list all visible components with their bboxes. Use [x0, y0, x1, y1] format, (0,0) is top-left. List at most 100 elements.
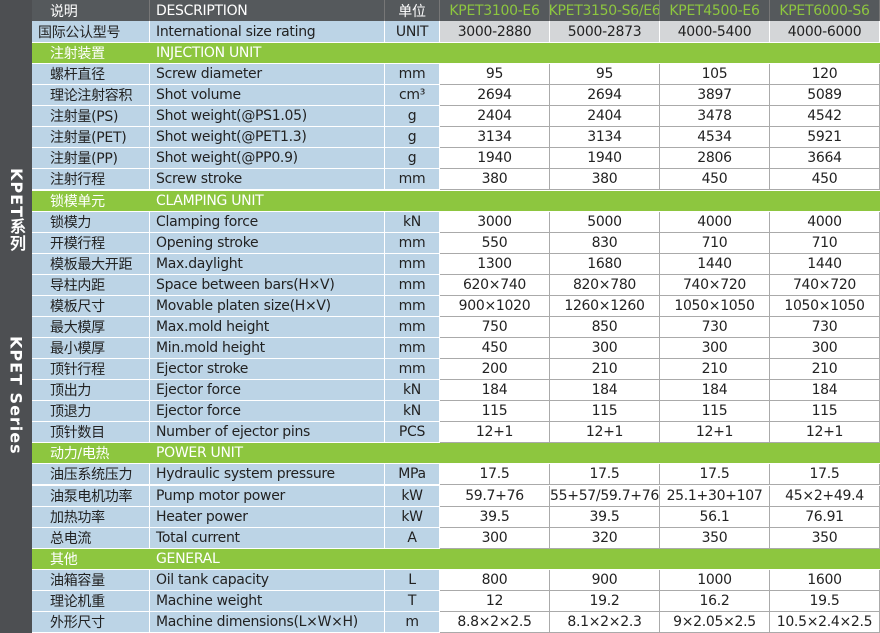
param-unit: kW [385, 506, 440, 528]
param-value: 350 [660, 527, 770, 549]
param-value: 115 [550, 401, 660, 423]
param-value: 39.5 [550, 506, 660, 528]
param-value: 5000 [550, 211, 660, 233]
param-value: 1680 [550, 253, 660, 275]
param-value: 2694 [440, 85, 550, 107]
param-value: 710 [660, 232, 770, 254]
param-cn: 顶退力 [32, 401, 150, 423]
param-unit: A [385, 527, 440, 549]
param-value: 740×720 [770, 274, 880, 296]
param-value: 120 [770, 64, 880, 86]
param-cn: 油泵电机功率 [32, 485, 150, 507]
model-name: KPET4500-E6 [660, 0, 770, 21]
param-value: 2404 [550, 106, 660, 128]
section-title-cn: 锁模单元 [32, 190, 150, 212]
param-value: 300 [550, 338, 660, 360]
param-en: Hydraulic system pressure [150, 464, 385, 486]
size-rating: 3000-2880 [440, 21, 550, 43]
param-value: 900×1020 [440, 295, 550, 317]
param-value: 750 [440, 316, 550, 338]
param-value: 300 [440, 527, 550, 549]
param-value: 1300 [440, 253, 550, 275]
param-value: 3897 [660, 85, 770, 107]
param-value: 12+1 [770, 422, 880, 444]
param-value: 76.91 [770, 506, 880, 528]
param-cn: 理论注射容积 [32, 85, 150, 107]
param-unit: m [385, 611, 440, 633]
param-value: 450 [660, 169, 770, 191]
param-value: 184 [770, 380, 880, 402]
param-en: Ejector force [150, 380, 385, 402]
param-value: 2404 [440, 106, 550, 128]
param-value: 5921 [770, 127, 880, 149]
param-cn: 顶出力 [32, 380, 150, 402]
param-value: 210 [660, 359, 770, 381]
param-value: 450 [770, 169, 880, 191]
param-cn: 注射量(PS) [32, 106, 150, 128]
param-en: Movable platen size(H×V) [150, 295, 385, 317]
param-value: 550 [440, 232, 550, 254]
param-value: 820×780 [550, 274, 660, 296]
param-cn: 理论机重 [32, 590, 150, 612]
side-title-en: KPET Series [6, 335, 26, 455]
size-en: International size rating [150, 21, 385, 43]
param-value: 25.1+30+107 [660, 485, 770, 507]
param-value: 710 [770, 232, 880, 254]
param-cn: 注射行程 [32, 169, 150, 191]
param-cn: 油箱容量 [32, 569, 150, 591]
param-en: Screw stroke [150, 169, 385, 191]
section-title-cn: 注射装置 [32, 43, 150, 65]
param-cn: 锁模力 [32, 211, 150, 233]
param-value: 19.2 [550, 590, 660, 612]
param-en: Max.mold height [150, 316, 385, 338]
param-en: Space between bars(H×V) [150, 274, 385, 296]
param-cn: 顶针行程 [32, 359, 150, 381]
param-value: 3000 [440, 211, 550, 233]
param-value: 95 [440, 64, 550, 86]
param-unit: L [385, 569, 440, 591]
param-unit: cm³ [385, 85, 440, 107]
param-en: Total current [150, 527, 385, 549]
section-title-cn: 动力/电热 [32, 443, 150, 465]
param-value: 115 [440, 401, 550, 423]
param-value: 1000 [660, 569, 770, 591]
param-cn: 顶针数目 [32, 422, 150, 444]
param-cn: 注射量(PET) [32, 127, 150, 149]
param-cn: 最小模厚 [32, 338, 150, 360]
param-value: 184 [550, 380, 660, 402]
param-value: 850 [550, 316, 660, 338]
param-unit: mm [385, 316, 440, 338]
param-value: 19.5 [770, 590, 880, 612]
param-en: Heater power [150, 506, 385, 528]
param-en: Ejector force [150, 401, 385, 423]
param-unit: mm [385, 64, 440, 86]
section-title-en: INJECTION UNIT [150, 43, 880, 65]
param-value: 4534 [660, 127, 770, 149]
param-value: 3134 [440, 127, 550, 149]
param-en: Screw diameter [150, 64, 385, 86]
param-unit: g [385, 148, 440, 170]
param-cn: 导柱内距 [32, 274, 150, 296]
param-value: 730 [770, 316, 880, 338]
param-value: 17.5 [770, 464, 880, 486]
param-cn: 加热功率 [32, 506, 150, 528]
param-value: 1940 [550, 148, 660, 170]
param-cn: 开模行程 [32, 232, 150, 254]
param-unit: mm [385, 169, 440, 191]
param-cn: 油压系统压力 [32, 464, 150, 486]
param-en: Machine dimensions(L×W×H) [150, 611, 385, 633]
model-name: KPET6000-S6 [770, 0, 880, 21]
param-value: 56.1 [660, 506, 770, 528]
param-unit: PCS [385, 422, 440, 444]
size-rating: 5000-2873 [550, 21, 660, 43]
param-value: 4000 [770, 211, 880, 233]
param-value: 210 [770, 359, 880, 381]
param-value: 350 [770, 527, 880, 549]
param-en: Pump motor power [150, 485, 385, 507]
side-band: KPET系列 KPET Series [0, 0, 32, 633]
param-value: 115 [770, 401, 880, 423]
param-unit: mm [385, 338, 440, 360]
param-unit: g [385, 106, 440, 128]
param-value: 17.5 [550, 464, 660, 486]
